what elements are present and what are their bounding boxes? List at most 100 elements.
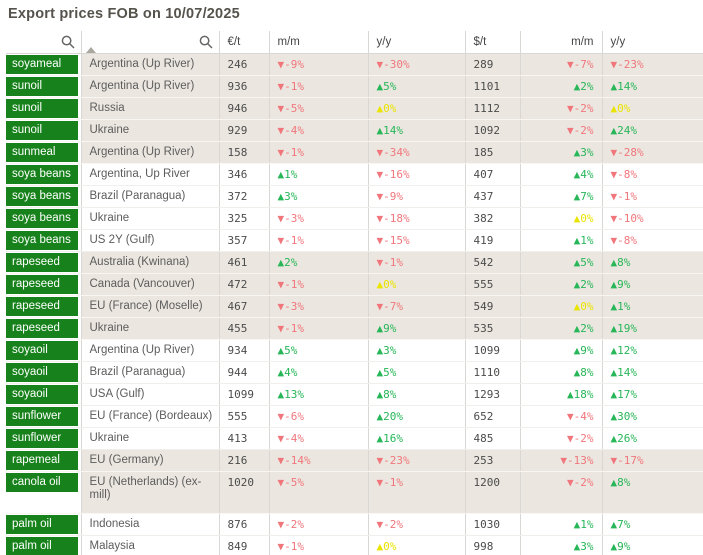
location-cell[interactable]: Brazil (Paranagua) [80,361,219,384]
eur-mm-cell: ▲13% [268,383,368,406]
commodity-cell[interactable]: sunmeal [6,141,81,164]
location-cell[interactable]: Ukraine [80,119,219,142]
location-search-header[interactable] [80,31,219,54]
commodity-cell[interactable]: palm oil [6,535,81,555]
location-cell[interactable]: EU (France) (Bordeaux) [80,405,219,428]
change-value: ▲14% [376,123,404,137]
usd-mm-cell: ▼-13% [519,449,602,472]
change-value: ▼-30% [376,57,410,71]
change-value: ▼-1% [277,321,305,335]
header-eur-per-t[interactable]: €/t [218,31,269,54]
commodity-cell[interactable]: soya beans [6,185,81,208]
location-cell[interactable]: Ukraine [80,317,219,340]
eur-price-cell: 555 [218,405,269,428]
commodity-cell[interactable]: sunoil [6,75,81,98]
table-row: soya beans US 2Y (Gulf) 357 ▼-1% ▼-15% 4… [6,229,703,252]
location-cell[interactable]: Canada (Vancouver) [80,273,219,296]
commodity-cell[interactable]: rapeseed [6,295,81,318]
change-value: ▼-4% [277,431,305,445]
commodity-cell[interactable]: canola oil [6,471,81,514]
table-body: soyameal Argentina (Up River) 246 ▼-9% ▼… [6,53,703,555]
usd-yy-cell: ▲8% [601,471,703,514]
location-cell[interactable]: Ukraine [80,207,219,230]
commodity-search-header[interactable] [6,31,81,54]
usd-price-cell: 549 [464,295,520,318]
eur-yy-cell: ▲0% [367,97,465,120]
eur-mm-cell: ▼-3% [268,295,368,318]
commodity-cell[interactable]: soyaoil [6,383,81,406]
location-cell[interactable]: Russia [80,97,219,120]
eur-mm-cell: ▼-1% [268,535,368,555]
location-cell[interactable]: USA (Gulf) [80,383,219,406]
location-cell[interactable]: EU (Germany) [80,449,219,472]
usd-yy-cell: ▲12% [601,339,703,362]
commodity-cell[interactable]: soyaoil [6,361,81,384]
commodity-cell[interactable]: sunoil [6,119,81,142]
commodity-cell[interactable]: palm oil [6,513,81,536]
change-value: ▼-4% [277,123,305,137]
eur-mm-cell: ▲2% [268,251,368,274]
location-cell[interactable]: Argentina (Up River) [80,141,219,164]
location-cell[interactable]: Malaysia [80,535,219,555]
change-value: ▲14% [610,79,638,93]
commodity-label: soya beans [6,230,78,250]
location-cell[interactable]: EU (France) (Moselle) [80,295,219,318]
usd-price-cell: 542 [464,251,520,274]
search-icon[interactable] [61,35,75,49]
location-cell[interactable]: Argentina (Up River) [80,75,219,98]
table-row: rapeseed Ukraine 455 ▼-1% ▲9% 535 ▲2% ▲1… [6,317,703,340]
eur-mm-cell: ▼-14% [268,449,368,472]
usd-yy-cell: ▲9% [601,535,703,555]
change-value: ▲18% [567,387,594,401]
commodity-cell[interactable]: soya beans [6,207,81,230]
eur-yy-cell: ▼-2% [367,513,465,536]
eur-mm-cell: ▲5% [268,339,368,362]
usd-yy-cell: ▲9% [601,273,703,296]
header-label: y/y [376,35,392,48]
header-eur-mm[interactable]: m/m [268,31,368,54]
location-cell[interactable]: EU (Netherlands) (ex-mill) [80,471,219,514]
usd-mm-cell: ▼-2% [519,97,602,120]
location-cell[interactable]: Argentina, Up River [80,163,219,186]
usd-mm-cell: ▲8% [519,361,602,384]
change-value: ▲17% [610,387,638,401]
eur-mm-cell: ▼-1% [268,141,368,164]
usd-price-cell: 1092 [464,119,520,142]
commodity-cell[interactable]: rapeseed [6,317,81,340]
commodity-cell[interactable]: soyameal [6,53,81,76]
location-cell[interactable]: Argentina (Up River) [80,53,219,76]
change-value: ▼-1% [277,539,305,553]
header-eur-yy[interactable]: y/y [367,31,465,54]
eur-yy-cell: ▲20% [367,405,465,428]
location-cell[interactable]: Brazil (Paranagua) [80,185,219,208]
location-cell[interactable]: Indonesia [80,513,219,536]
sort-ascending-icon [85,46,96,53]
commodity-cell[interactable]: soyaoil [6,339,81,362]
eur-yy-cell: ▼-18% [367,207,465,230]
commodity-cell[interactable]: soya beans [6,163,81,186]
usd-price-cell: 419 [464,229,520,252]
location-cell[interactable]: Ukraine [80,427,219,450]
commodity-label: rapeseed [6,296,78,316]
location-cell[interactable]: US 2Y (Gulf) [80,229,219,252]
usd-price-cell: 1099 [464,339,520,362]
usd-mm-cell: ▲2% [519,75,602,98]
commodity-cell[interactable]: sunoil [6,97,81,120]
commodity-cell[interactable]: sunflower [6,405,81,428]
usd-price-cell: 407 [464,163,520,186]
location-cell[interactable]: Argentina (Up River) [80,339,219,362]
search-icon[interactable] [199,35,213,49]
usd-price-cell: 555 [464,273,520,296]
header-usd-per-t[interactable]: $/t [464,31,520,54]
header-usd-mm[interactable]: m/m [519,31,602,54]
commodity-cell[interactable]: rapeseed [6,251,81,274]
location-cell[interactable]: Australia (Kwinana) [80,251,219,274]
eur-mm-cell: ▲4% [268,361,368,384]
table-row: rapeseed EU (France) (Moselle) 467 ▼-3% … [6,295,703,318]
table-row: sunflower EU (France) (Bordeaux) 555 ▼-6… [6,405,703,428]
commodity-cell[interactable]: sunflower [6,427,81,450]
header-usd-yy[interactable]: y/y [601,31,703,54]
commodity-cell[interactable]: rapeseed [6,273,81,296]
commodity-cell[interactable]: soya beans [6,229,81,252]
commodity-cell[interactable]: rapemeal [6,449,81,472]
